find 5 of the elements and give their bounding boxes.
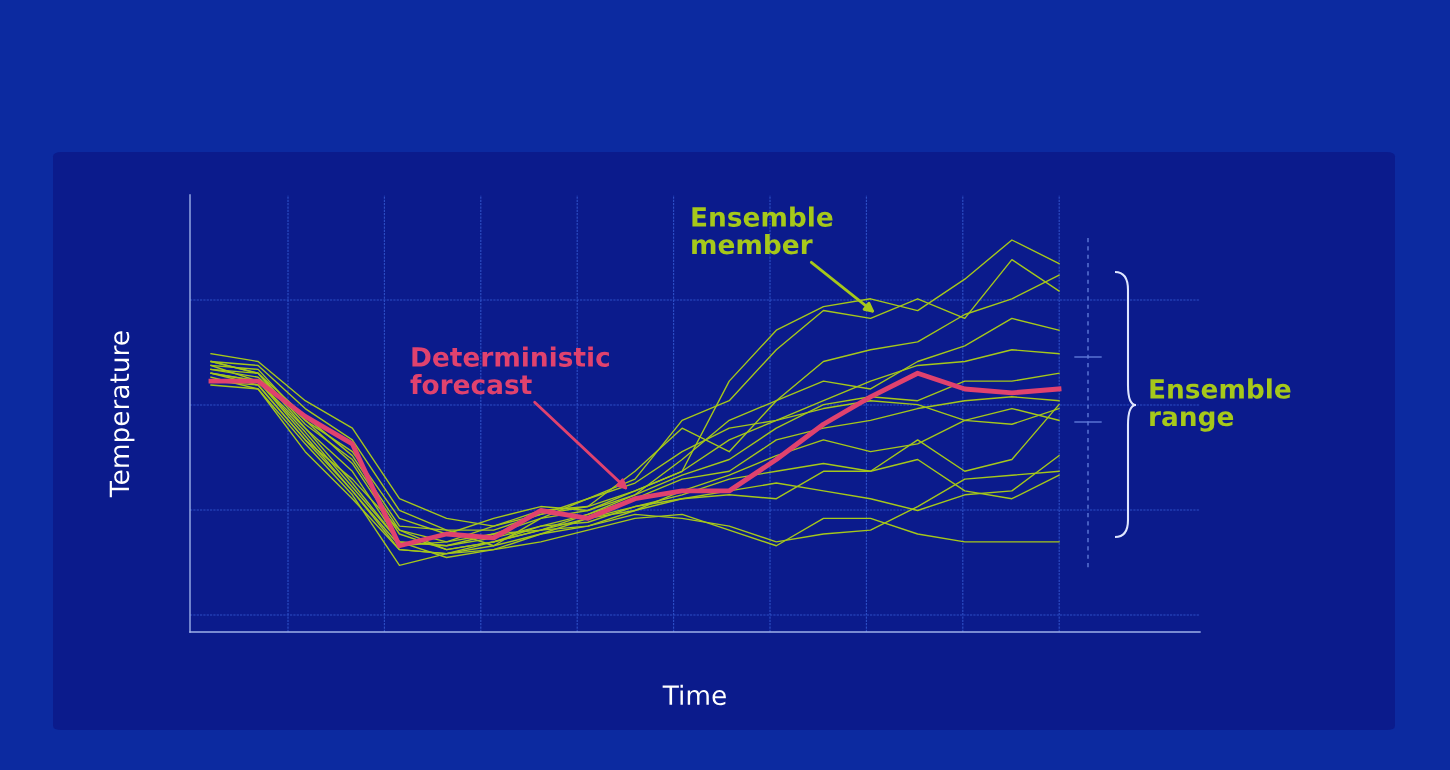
x-axis-title: Time xyxy=(662,684,726,706)
annotation: Ensemble member xyxy=(692,206,833,255)
y-axis-title: Temperature xyxy=(109,331,135,498)
annotation: Deterministic forecast xyxy=(410,346,609,395)
text: Ensemble range xyxy=(1150,378,1291,432)
